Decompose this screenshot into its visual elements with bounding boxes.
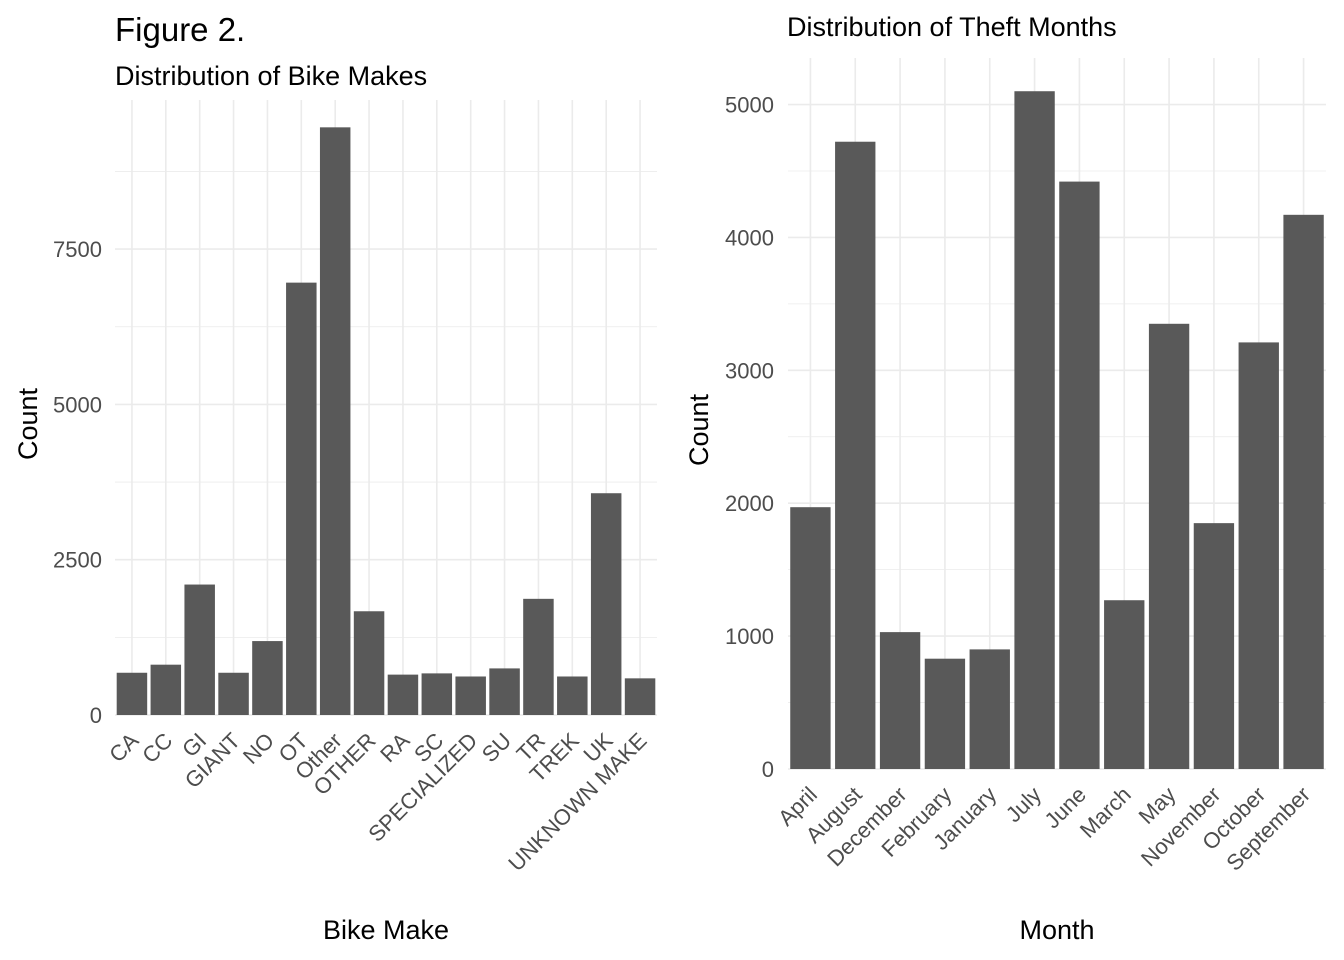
theft-months-x-tick-label: July [1001,782,1046,827]
bike-makes-bar [455,676,486,715]
theft-months-bar [879,632,921,769]
theft-months-chart-title: Distribution of Theft Months [787,12,1117,42]
bike-makes-y-tick-label: 5000 [53,392,102,417]
bike-makes-x-tick-label: SU [477,728,516,767]
bike-makes-bar [353,611,385,715]
bike-makes-x-tick-label: NO [238,728,279,769]
theft-months-bar [1283,214,1324,769]
theft-months-x-axis-title: Month [1019,915,1094,945]
theft-months-bar [924,658,966,769]
theft-months-bar [1059,181,1100,770]
theft-months-bar [1104,600,1145,769]
bike-makes-x-tick-label: CC [137,728,177,768]
bike-makes-bar [557,676,588,715]
theft-months-y-tick-label: 0 [762,757,774,782]
bike-makes-bar [489,668,520,715]
theft-months-bars [790,91,1324,770]
theft-months-chart: Distribution of Theft Months 0 1000 2000 30… [684,12,1326,945]
theft-months-y-tick-label: 2000 [725,491,774,516]
bike-makes-bar [319,127,351,716]
bike-makes-y-axis-title: Count [13,387,43,460]
figure-label: Figure 2. [115,11,245,48]
bike-makes-bar [150,664,182,715]
bike-makes-chart: Distribution of Bike Makes 0 2500 5000 7500… [13,61,657,945]
bike-makes-y-tick-label: 2500 [53,548,102,573]
bike-makes-x-axis-title: Bike Make [323,915,449,945]
theft-months-x-tick-label: March [1075,782,1136,843]
bike-makes-bar [218,672,249,715]
theft-months-bar [835,141,876,770]
bike-makes-y-ticks: 0 2500 5000 7500 [53,237,102,728]
theft-months-y-tick-label: 5000 [725,93,774,118]
bike-makes-bar [116,672,148,715]
bike-makes-x-tick-label: CA [104,728,144,768]
bike-makes-bar [252,641,283,715]
theft-months-bar [1148,323,1190,769]
bike-makes-y-tick-label: 7500 [53,237,102,262]
theft-months-bar [1238,342,1279,769]
bike-makes-bar [590,493,622,715]
bike-makes-x-tick-label: RA [375,728,415,768]
bike-makes-bars [116,127,656,716]
theft-months-y-tick-label: 4000 [725,225,774,250]
theft-months-bar [969,649,1010,769]
bike-makes-bar [286,282,317,715]
theft-months-bar [790,507,831,769]
bike-makes-bar [421,673,453,715]
bike-makes-bar [523,598,554,715]
bike-makes-bar [184,584,215,715]
theft-months-y-tick-label: 1000 [725,624,774,649]
theft-months-y-tick-label: 3000 [725,358,774,383]
bike-makes-chart-title: Distribution of Bike Makes [115,61,427,91]
theft-months-bar [1014,91,1055,769]
theft-months-bar [1193,523,1235,769]
theft-months-y-ticks: 0 1000 2000 3000 4000 5000 [725,93,774,782]
theft-months-y-axis-title: Count [684,393,714,466]
bike-makes-bar [624,678,656,715]
bike-makes-bar [387,674,419,715]
bike-makes-y-tick-label: 0 [90,703,102,728]
